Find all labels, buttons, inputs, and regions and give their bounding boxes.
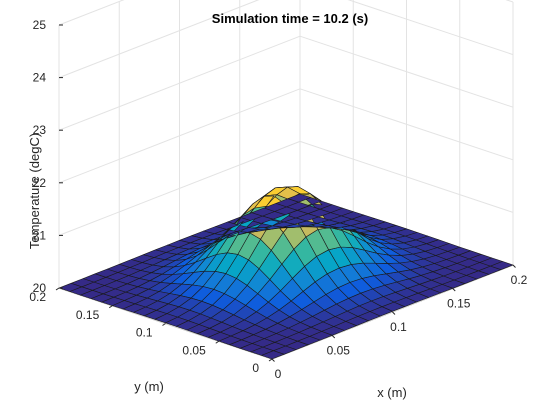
z-tick-label: 25	[33, 18, 47, 32]
x-tick-mark	[271, 358, 275, 362]
z-tick-label: 20	[33, 281, 47, 295]
z-tick-label: 24	[33, 71, 47, 85]
x-tick-label: 0.05	[327, 344, 351, 358]
tick-labels: 00.050.10.150.200.050.10.150.22021222324…	[29, 18, 527, 381]
surface-cell	[58, 282, 82, 292]
grid-line	[58, 0, 260, 79]
grid-line	[58, 35, 301, 131]
x-tick-mark	[331, 335, 336, 339]
z-tick-label: 22	[33, 176, 47, 190]
grid-line	[299, 140, 514, 213]
y-axis-label: y (m)	[134, 379, 164, 394]
x-tick-label: 0.15	[447, 297, 471, 311]
temperature-surface	[58, 186, 514, 360]
grid-line	[58, 0, 125, 26]
x-tick-label: 0.2	[511, 273, 528, 287]
y-tick-mark	[55, 287, 60, 291]
z-axis-label: Temperature (degC)	[27, 133, 42, 249]
y-tick-label: 0	[252, 361, 259, 375]
grid-line	[58, 140, 301, 236]
x-tick-mark	[452, 288, 456, 292]
y-tick-mark	[268, 358, 273, 362]
x-tick-mark	[512, 264, 516, 268]
y-tick-label: 0.15	[76, 308, 100, 322]
grid-line	[347, 0, 514, 56]
chart-title: Simulation time = 10.2 (s)	[212, 11, 368, 26]
x-tick-label: 0	[275, 367, 282, 381]
z-tick-label: 21	[33, 228, 47, 242]
z-tick-label: 23	[33, 123, 47, 137]
y-tick-mark	[108, 305, 113, 309]
grid-line	[299, 35, 514, 108]
x-tick-mark	[392, 311, 396, 315]
x-tick-label: 0.1	[390, 320, 407, 334]
y-tick-label: 0.1	[136, 326, 153, 340]
grid-line	[58, 88, 301, 184]
y-tick-mark	[162, 323, 166, 326]
y-tick-mark	[215, 340, 220, 344]
grid-line	[299, 88, 514, 161]
x-axis-label: x (m)	[377, 385, 407, 400]
y-tick-label: 0.05	[182, 343, 206, 357]
y-tick-label: 0.2	[29, 290, 46, 304]
